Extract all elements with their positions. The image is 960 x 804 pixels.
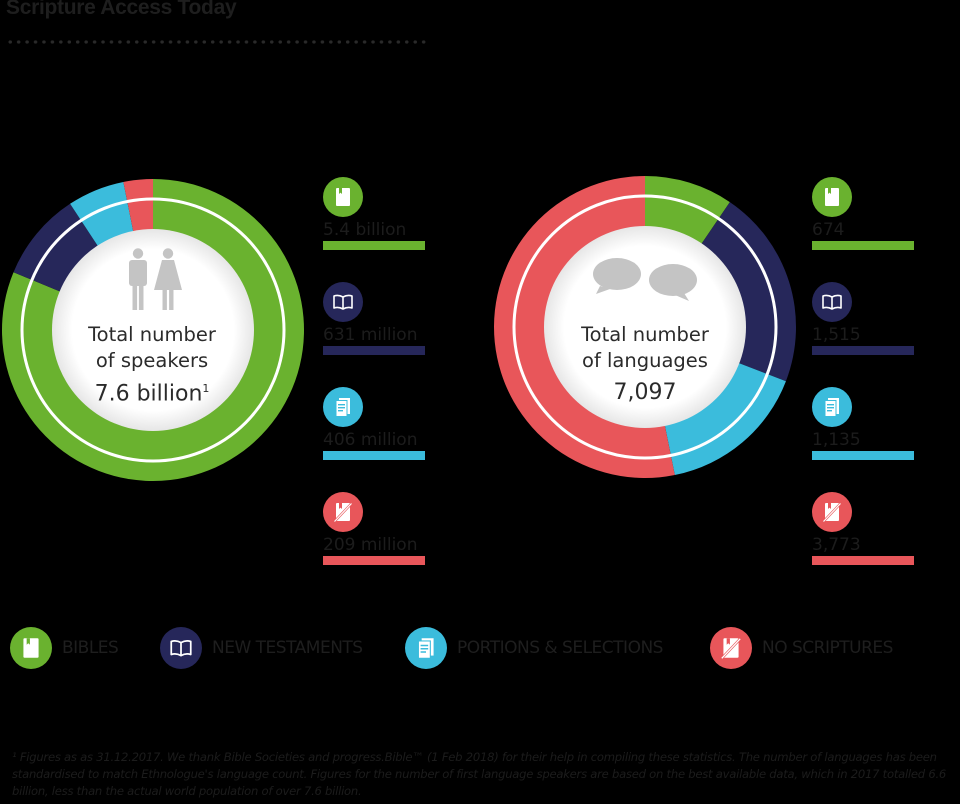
open-book-icon	[160, 627, 202, 669]
stat-bar	[323, 556, 425, 565]
bible-icon	[10, 627, 52, 669]
dotted-divider	[6, 40, 428, 44]
donut-segment	[2, 179, 305, 482]
pages-icon	[812, 387, 852, 427]
stat-bar	[323, 346, 425, 355]
speakers-stat-no-scriptures: 209 million	[323, 492, 425, 565]
people-icon	[124, 248, 184, 319]
speakers-total: 7.6 billion	[94, 381, 203, 407]
no-book-icon	[710, 627, 752, 669]
donut-segment	[645, 176, 730, 245]
legend-label: NO SCRIPTURES	[762, 638, 893, 658]
donut-segment	[123, 179, 153, 232]
stat-value: 5.4 billion	[323, 220, 407, 240]
footnote-marker: 1	[202, 382, 210, 395]
stat-bar	[323, 451, 425, 460]
speech-bubbles-icon	[592, 256, 700, 307]
languages-label-line1: Total number	[581, 323, 709, 346]
no-book-icon	[323, 492, 363, 532]
donut-segment	[701, 202, 796, 382]
speakers-center-label: Total number of speakers 7.6 billion1	[52, 322, 252, 409]
speakers-stat-portions: 406 million	[323, 387, 425, 460]
legend-label: BIBLES	[62, 638, 119, 658]
languages-stat-new-testaments: 1,515	[812, 282, 914, 355]
legend-item-portions: PORTIONS & SELECTIONS	[405, 627, 663, 669]
legend-item-new-testaments: NEW TESTAMENTS	[160, 627, 363, 669]
no-book-icon	[812, 492, 852, 532]
stat-bar	[812, 241, 914, 250]
donut-segment	[13, 203, 99, 292]
stat-bar	[812, 556, 914, 565]
stat-value: 674	[812, 220, 845, 240]
stat-value: 3,773	[812, 535, 861, 555]
languages-stat-no-scriptures: 3,773	[812, 492, 914, 565]
stat-value: 1,515	[812, 325, 861, 345]
open-book-icon	[812, 282, 852, 322]
languages-stat-bibles: 674	[812, 177, 914, 250]
speakers-donut-chart	[2, 179, 305, 482]
languages-label-line2: of languages	[582, 349, 708, 372]
donut-segment	[70, 181, 134, 247]
speakers-stat-new-testaments: 631 million	[323, 282, 425, 355]
speakers-stat-bibles: 5.4 billion	[323, 177, 425, 250]
stat-value: 631 million	[323, 325, 418, 345]
languages-stat-portions: 1,135	[812, 387, 914, 460]
stat-bar	[812, 451, 914, 460]
speakers-label-line1: Total number	[88, 323, 216, 346]
footnote: ¹ Figures as as 31.12.2017. We thank Bib…	[12, 750, 947, 798]
stat-bar	[323, 241, 425, 250]
page-title: Scripture Access Today	[6, 0, 237, 19]
legend-item-no-scriptures: NO SCRIPTURES	[710, 627, 893, 669]
speakers-label-line2: of speakers	[95, 349, 209, 372]
legend-label: NEW TESTAMENTS	[212, 638, 363, 658]
legend-label: PORTIONS & SELECTIONS	[457, 638, 663, 658]
open-book-icon	[323, 282, 363, 322]
pages-icon	[405, 627, 447, 669]
languages-center-label: Total number of languages 7,097	[545, 322, 745, 410]
pages-icon	[323, 387, 363, 427]
stat-value: 209 million	[323, 535, 418, 555]
bible-icon	[812, 177, 852, 217]
languages-total: 7,097	[613, 380, 677, 405]
stat-value: 406 million	[323, 430, 418, 450]
stat-bar	[812, 346, 914, 355]
legend-item-bibles: BIBLES	[10, 627, 119, 669]
stat-value: 1,135	[812, 430, 861, 450]
bible-icon	[323, 177, 363, 217]
